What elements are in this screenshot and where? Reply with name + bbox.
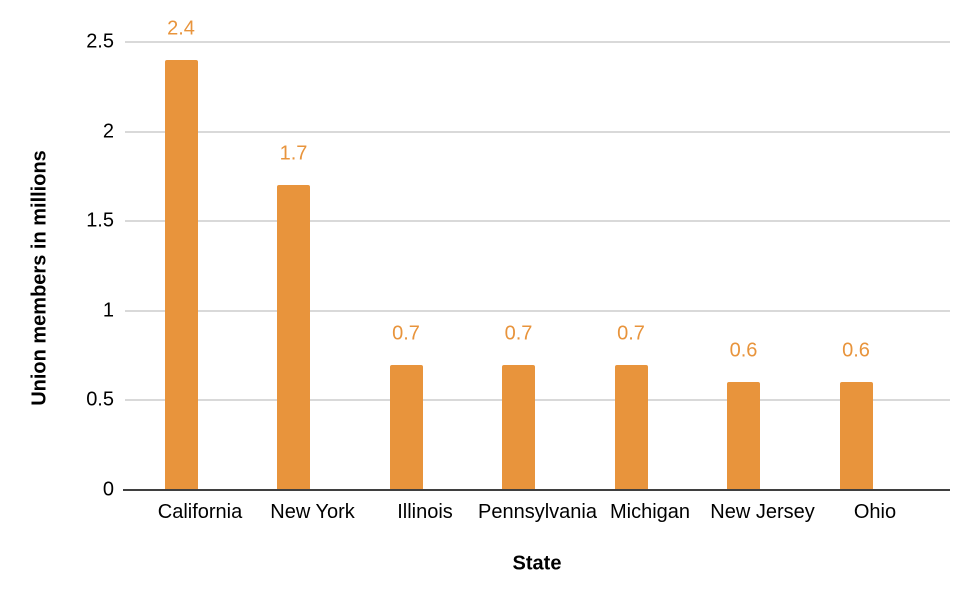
bar-value-label: 0.7 xyxy=(504,322,533,345)
y-tick-label: 1.5 xyxy=(86,209,114,232)
x-tick-label: Michigan xyxy=(609,501,691,523)
x-tick-label: California xyxy=(157,501,243,523)
y-tick-label: 2.5 xyxy=(86,30,114,53)
bar xyxy=(277,185,310,490)
x-axis-line xyxy=(123,489,950,491)
y-tick-label: 0 xyxy=(102,478,114,501)
bar xyxy=(839,382,873,490)
gridline xyxy=(125,309,950,312)
bar-value-label: 0.7 xyxy=(617,322,645,345)
x-tick-label: Pennsylvania xyxy=(478,501,597,523)
x-tick-label: Illinois xyxy=(397,501,453,523)
gridline xyxy=(125,399,950,402)
x-tick-label: New Jersey xyxy=(710,501,815,523)
bar xyxy=(614,364,648,490)
gridline xyxy=(125,220,950,223)
bar xyxy=(727,382,760,490)
bar xyxy=(502,364,535,490)
bar-value-label: 0.7 xyxy=(392,322,420,345)
y-tick-label: 1 xyxy=(102,299,114,322)
x-axis-title: State xyxy=(512,552,562,575)
y-tick-label: 0.5 xyxy=(86,388,114,411)
x-tick-label: New York xyxy=(270,501,355,523)
x-tick-label: Ohio xyxy=(853,501,897,523)
bar xyxy=(164,59,198,490)
y-tick-label: 2 xyxy=(102,120,114,143)
bar xyxy=(389,364,423,490)
bar-value-label: 0.6 xyxy=(842,339,870,362)
bar-value-label: 1.7 xyxy=(279,142,308,165)
y-axis-title: Union members in millions xyxy=(28,150,51,406)
bar-value-label: 2.4 xyxy=(167,17,195,40)
gridline xyxy=(125,130,950,133)
bar-value-label: 0.6 xyxy=(729,339,758,362)
gridline xyxy=(125,41,950,43)
